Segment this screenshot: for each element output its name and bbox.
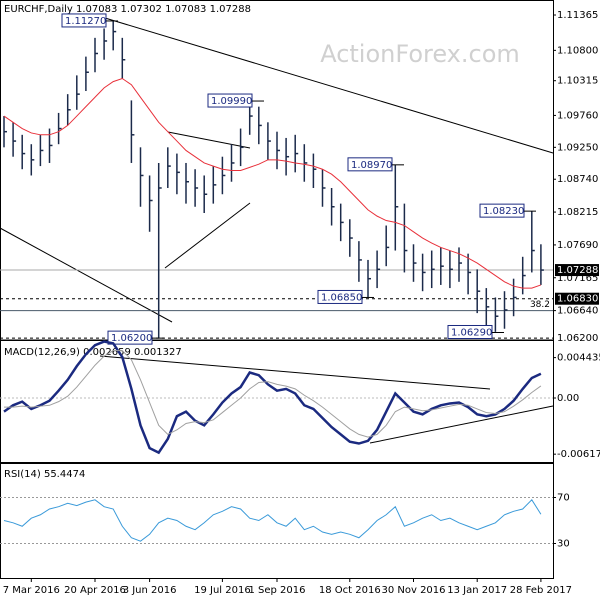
- annotation-label: 1.06290: [451, 327, 492, 338]
- trend-line: [369, 405, 554, 444]
- y-tick-label: 30: [557, 539, 570, 550]
- macd-title: MACD(12,26,9) 0.002659 0.001327: [4, 347, 182, 358]
- trend-line: [99, 355, 491, 390]
- price-box: [555, 292, 599, 305]
- price-box: [555, 332, 599, 345]
- rsi-title: RSI(14) 55.4474: [4, 469, 85, 480]
- annotation-box: [61, 13, 107, 28]
- chart-title: EURCHF,Daily 1.07083 1.07302 1.07083 1.0…: [4, 4, 251, 15]
- fib-label: 38.2: [530, 300, 550, 310]
- annotation-label: 1.08970: [351, 160, 392, 171]
- x-tick-label: 20 Apr 2016: [64, 585, 126, 596]
- y-tick-label: 1.09760: [557, 110, 598, 121]
- x-tick-label: 3 Jun 2016: [123, 585, 177, 596]
- macd-panel: [0, 340, 554, 463]
- trend-line: [164, 202, 251, 269]
- x-tick-label: 13 Jan 2017: [447, 585, 507, 596]
- trend-line: [167, 131, 251, 149]
- annotation-label: 1.06850: [321, 292, 362, 303]
- x-tick-label: 7 Mar 2016: [3, 585, 60, 596]
- price-box-label: 1.06200: [557, 333, 598, 344]
- indicator-line: [3, 499, 542, 542]
- annotation-label: 1.11270: [65, 16, 106, 27]
- price-box-label: 1.07288: [557, 265, 598, 276]
- y-tick-label: 1.08215: [557, 207, 598, 218]
- trend-line: [104, 17, 554, 154]
- annotation-label: 1.09990: [211, 96, 252, 107]
- price-box: [555, 264, 599, 277]
- y-tick-label: 0.00: [557, 393, 579, 404]
- y-tick-label: 1.10800: [557, 45, 598, 56]
- y-tick-label: 1.07690: [557, 240, 598, 251]
- y-tick-label: 1.09250: [557, 142, 598, 153]
- annotation-label: 1.08230: [483, 206, 524, 217]
- x-tick-label: 1 Sep 2016: [248, 585, 305, 596]
- y-tick-label: 0.004435: [557, 353, 600, 364]
- price-box-label: 1.06830: [557, 294, 598, 305]
- indicator-line: [4, 350, 542, 438]
- watermark: ActionForex.com: [320, 40, 520, 68]
- y-tick-label: 1.06640: [557, 306, 598, 317]
- y-tick-label: 70: [557, 493, 570, 504]
- x-tick-label: 19 Jul 2016: [194, 585, 251, 596]
- y-tick-label: -0.00617: [557, 449, 600, 460]
- trend-line: [0, 227, 173, 323]
- indicator-line: [3, 340, 542, 455]
- annotation-label: 1.06200: [111, 333, 152, 344]
- x-tick-label: 18 Oct 2016: [319, 585, 381, 596]
- y-tick-label: 1.07165: [557, 273, 598, 284]
- y-tick-label: 1.10315: [557, 76, 598, 87]
- x-tick-label: 28 Feb 2017: [510, 585, 572, 596]
- y-tick-label: 1.08740: [557, 174, 598, 185]
- y-tick-label: 1.11365: [557, 10, 598, 21]
- moving-average: [3, 77, 542, 289]
- x-tick-label: 30 Nov 2016: [381, 585, 445, 596]
